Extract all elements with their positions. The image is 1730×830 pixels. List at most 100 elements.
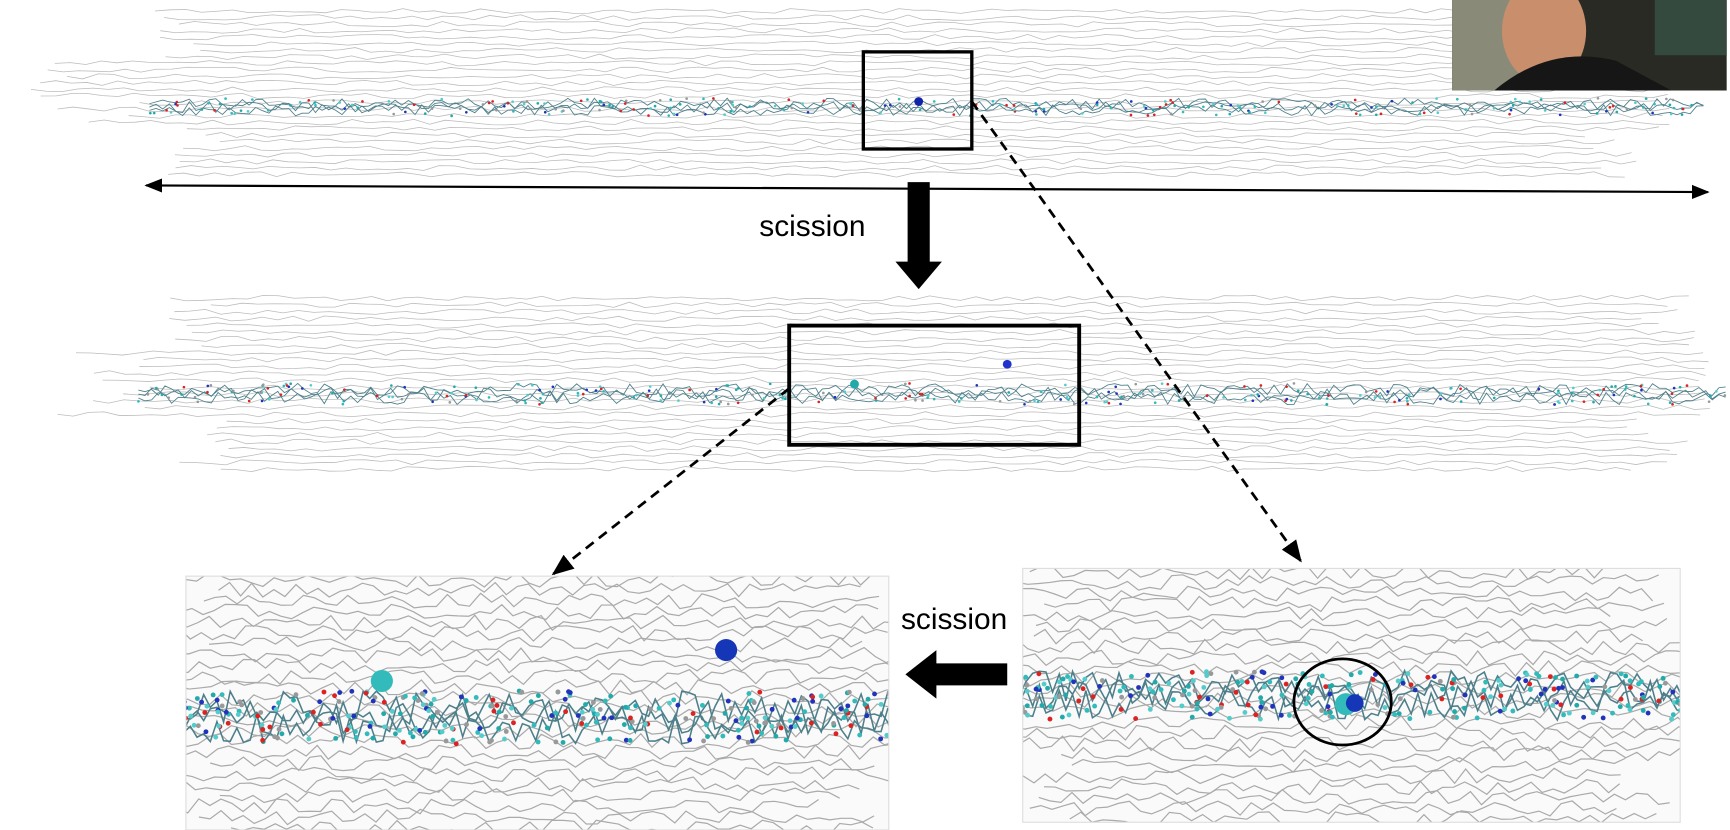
atom: [1215, 706, 1220, 712]
atom: [503, 714, 509, 719]
atom: [535, 693, 541, 699]
atom: [702, 400, 706, 404]
polymer-strand: [205, 132, 1585, 139]
atom: [1492, 396, 1496, 400]
atom: [479, 733, 485, 739]
atom: [822, 99, 826, 103]
atom: [1325, 397, 1329, 400]
atom: [1602, 388, 1605, 391]
atom: [1248, 110, 1251, 114]
atom: [1105, 400, 1109, 404]
atom: [1633, 394, 1636, 398]
highlight-circle: [1292, 657, 1393, 747]
polymer-strand: [185, 776, 860, 793]
atom: [453, 385, 456, 389]
atom: [1256, 393, 1260, 396]
atom: [671, 697, 677, 703]
bead: [1345, 694, 1364, 712]
polymer-strand: [219, 787, 840, 804]
atom: [1285, 397, 1289, 401]
polymer-strand: [203, 592, 880, 610]
atom: [632, 396, 636, 399]
atom: [1121, 684, 1127, 690]
polymer-strand: [1029, 800, 1617, 817]
polymer-strand: [40, 79, 1668, 87]
atom: [487, 101, 491, 105]
atom: [279, 393, 283, 396]
atom: [748, 105, 752, 108]
atom: [1147, 706, 1153, 712]
atom: [213, 734, 219, 740]
atom: [1013, 685, 1018, 690]
polymer-strand: [198, 808, 875, 826]
atom: [185, 705, 188, 711]
atom: [595, 711, 600, 717]
atom: [1359, 394, 1362, 397]
atom: [260, 399, 264, 403]
atom: [1323, 710, 1329, 716]
atom: [975, 383, 979, 387]
atom: [1592, 400, 1595, 404]
atom: [1427, 709, 1433, 715]
atom: [343, 388, 346, 391]
atom: [998, 400, 1002, 403]
polymer-strand: [175, 335, 1694, 343]
atom: [266, 387, 270, 390]
atom: [1145, 672, 1151, 678]
atom: [314, 103, 317, 107]
atom: [957, 400, 961, 403]
atom: [491, 708, 497, 714]
atom: [1205, 696, 1211, 702]
polymer-strand: [154, 8, 1581, 15]
polymer-strand: [1029, 568, 1604, 581]
atom: [1528, 100, 1532, 103]
polymer-strand: [209, 636, 863, 653]
atom: [1464, 108, 1467, 111]
atom: [439, 729, 445, 735]
atom: [1319, 708, 1325, 713]
atom: [1151, 108, 1155, 112]
atom: [430, 714, 435, 719]
atom: [1374, 390, 1378, 393]
atom: [1516, 676, 1522, 682]
atom: [1171, 101, 1174, 104]
atom: [1560, 676, 1565, 682]
atom: [428, 701, 434, 707]
atom: [669, 106, 672, 110]
atom: [403, 385, 407, 389]
atom: [787, 718, 793, 724]
polymer-strand: [193, 40, 1589, 47]
atom: [1561, 712, 1566, 718]
atom: [523, 399, 527, 402]
atom: [404, 110, 407, 114]
atom: [579, 721, 585, 726]
atom: [1259, 384, 1263, 387]
atom: [1261, 684, 1267, 690]
polymer-strand: [174, 151, 1632, 158]
atom: [878, 736, 884, 742]
atom: [180, 393, 183, 396]
atom: [1508, 112, 1511, 116]
atom: [554, 107, 558, 111]
atom: [412, 103, 416, 107]
atom: [736, 401, 740, 405]
atom: [845, 703, 851, 709]
atom: [298, 100, 302, 104]
atom: [1042, 110, 1046, 113]
atom: [1523, 678, 1529, 684]
atom: [393, 731, 398, 737]
atom: [833, 731, 839, 737]
atom: [1313, 104, 1317, 107]
atom: [246, 110, 250, 113]
atom: [646, 394, 650, 398]
atom: [531, 383, 534, 387]
atom: [1277, 100, 1281, 104]
atom: [904, 397, 908, 400]
polymer-strand: [200, 47, 1657, 54]
atom: [351, 713, 357, 719]
atom: [1595, 111, 1599, 115]
atom: [1596, 393, 1600, 397]
atom: [1582, 400, 1586, 403]
atom: [1048, 704, 1053, 709]
atom: [1627, 707, 1633, 713]
